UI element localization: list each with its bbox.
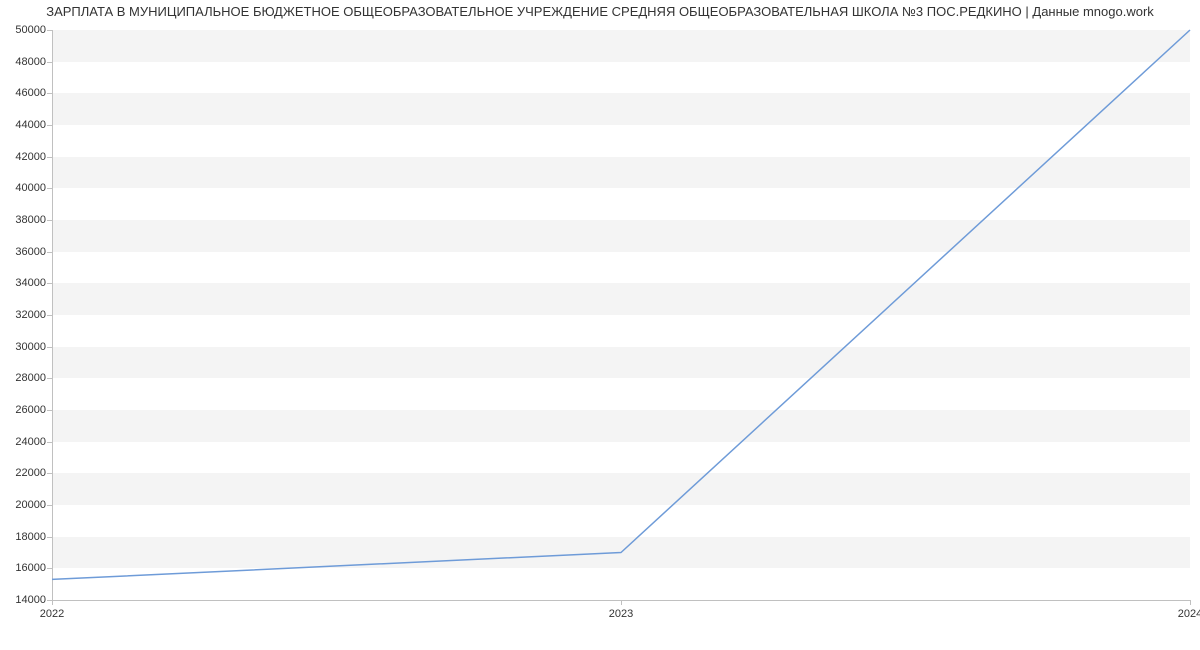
- y-tick-label: 34000: [15, 277, 46, 289]
- y-tick-label: 50000: [15, 24, 46, 36]
- y-tick-label: 20000: [15, 499, 46, 511]
- line-series: [52, 30, 1190, 600]
- y-tick-label: 22000: [15, 467, 46, 479]
- plot-area: 1400016000180002000022000240002600028000…: [52, 30, 1190, 600]
- x-tick-mark: [1190, 600, 1191, 605]
- y-tick-label: 24000: [15, 436, 46, 448]
- chart-title: ЗАРПЛАТА В МУНИЦИПАЛЬНОЕ БЮДЖЕТНОЕ ОБЩЕО…: [0, 4, 1200, 19]
- x-axis-line: [52, 600, 1190, 601]
- y-tick-label: 38000: [15, 214, 46, 226]
- y-tick-label: 28000: [15, 372, 46, 384]
- y-tick-label: 40000: [15, 182, 46, 194]
- y-tick-label: 32000: [15, 309, 46, 321]
- y-tick-label: 36000: [15, 246, 46, 258]
- y-tick-label: 30000: [15, 341, 46, 353]
- y-tick-label: 46000: [15, 87, 46, 99]
- y-tick-label: 14000: [15, 594, 46, 606]
- x-tick-label: 2024: [1178, 608, 1200, 620]
- x-tick-label: 2023: [609, 608, 633, 620]
- y-tick-label: 42000: [15, 151, 46, 163]
- y-tick-label: 18000: [15, 531, 46, 543]
- y-tick-label: 44000: [15, 119, 46, 131]
- y-tick-label: 16000: [15, 562, 46, 574]
- y-tick-label: 26000: [15, 404, 46, 416]
- x-tick-label: 2022: [40, 608, 64, 620]
- y-tick-label: 48000: [15, 56, 46, 68]
